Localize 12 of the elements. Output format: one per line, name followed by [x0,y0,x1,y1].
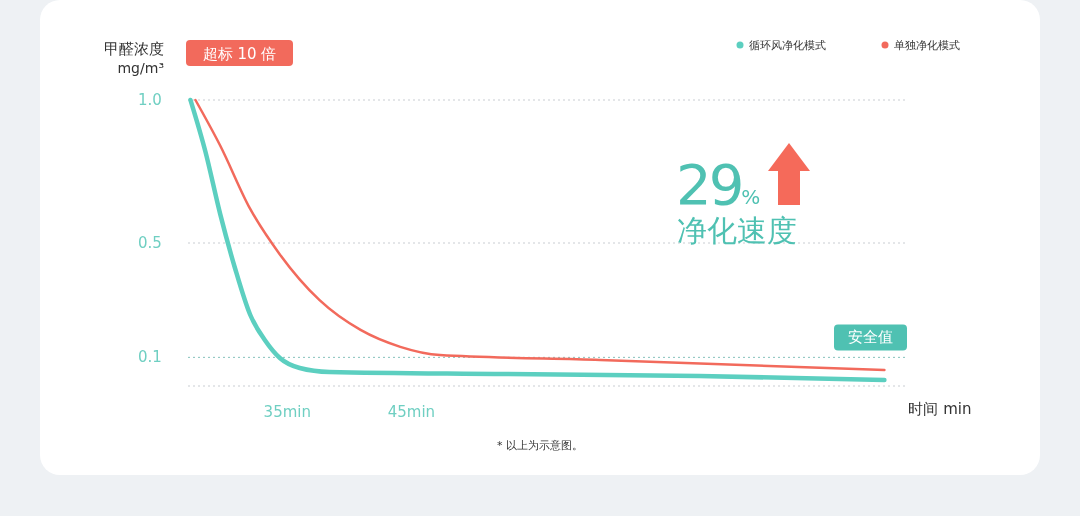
x-tick-label: 45min [387,403,436,421]
text: * 以上为示意图。 [497,439,583,452]
y-axis-title: 甲醛浓度 mg/m³ [104,40,164,76]
x-axis-title: 时间 min [908,400,972,418]
text: 超标 10 倍 [202,45,277,63]
x-tick-label: 35min [263,403,311,421]
y-tick-label: 0.1 [138,348,162,367]
legend-label: 循环风净化模式 [749,39,826,52]
ref-line-label: 安全值 [847,328,893,347]
y-tick-label: 1.0 [138,91,162,109]
y-tick-label: 0.5 [138,234,162,252]
legend-label: 单独净化模式 [894,39,960,52]
